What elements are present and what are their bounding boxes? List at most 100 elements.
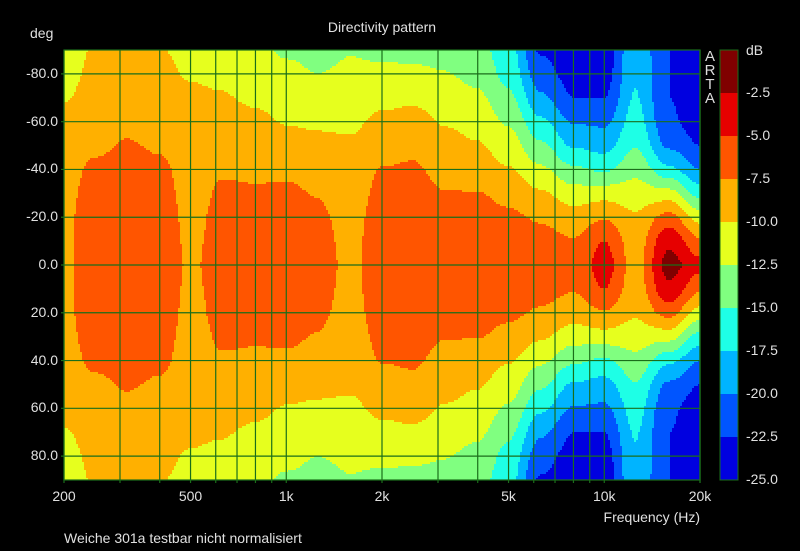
heatmap-cell xyxy=(182,252,202,254)
colorbar-swatch xyxy=(720,179,738,222)
heatmap-cell xyxy=(644,120,656,122)
heatmap-cell xyxy=(692,364,700,366)
heatmap-cell xyxy=(470,138,518,140)
heatmap-cell xyxy=(612,78,622,80)
heatmap-cell xyxy=(648,392,660,394)
heatmap-cell xyxy=(658,292,682,294)
heatmap-cell xyxy=(654,110,676,112)
heatmap-cell xyxy=(570,164,618,166)
heatmap-cell xyxy=(78,336,176,338)
heatmap-cell xyxy=(632,380,638,382)
heatmap-cell xyxy=(650,384,662,386)
heatmap-cell xyxy=(554,104,618,106)
heatmap-cell xyxy=(692,194,700,196)
heatmap-cell xyxy=(174,342,214,344)
heatmap-cell xyxy=(556,298,584,300)
heatmap-cell xyxy=(308,68,330,70)
heatmap-cell xyxy=(86,470,172,472)
heatmap-cell xyxy=(484,436,512,438)
heatmap-cell xyxy=(366,320,514,322)
heatmap-cell xyxy=(556,374,626,376)
heatmap-cell xyxy=(570,146,614,148)
heatmap-cell xyxy=(86,58,172,60)
heatmap-cell xyxy=(114,382,144,384)
heatmap-cell xyxy=(516,132,530,134)
heatmap-cell xyxy=(330,310,364,312)
heatmap-cell xyxy=(486,146,522,148)
heatmap-cell xyxy=(118,386,138,388)
heatmap-cell xyxy=(82,352,172,354)
heatmap-cell xyxy=(652,438,670,440)
heatmap-cell xyxy=(182,274,202,276)
heatmap-cell xyxy=(538,52,614,54)
heatmap-cell xyxy=(170,54,278,56)
heatmap-cell xyxy=(696,196,700,198)
heatmap-cell xyxy=(364,226,550,228)
heatmap-cell xyxy=(210,326,324,328)
heatmap-cell xyxy=(566,162,620,164)
heatmap-cell xyxy=(666,278,672,280)
heatmap-cell xyxy=(490,150,524,152)
heatmap-cell xyxy=(576,236,622,238)
heatmap-cell xyxy=(626,272,644,274)
heatmap-cell xyxy=(596,248,610,250)
heatmap-cell xyxy=(544,92,568,94)
heatmap-cell xyxy=(180,228,206,230)
heatmap-cell xyxy=(362,282,598,284)
heatmap-cell xyxy=(638,436,652,438)
heatmap-cell xyxy=(202,274,336,276)
heatmap-cell xyxy=(680,406,700,408)
heatmap-cell xyxy=(68,428,238,430)
heatmap-cell xyxy=(86,164,170,166)
heatmap-cell xyxy=(542,364,570,366)
heatmap-cell xyxy=(302,340,370,342)
heatmap-cell xyxy=(430,66,496,68)
heatmap-cell xyxy=(162,154,492,156)
heatmap-cell xyxy=(552,194,680,196)
heatmap-cell xyxy=(308,336,370,338)
heatmap-cell xyxy=(648,136,660,138)
heatmap-cell xyxy=(64,232,74,234)
heatmap-cell xyxy=(336,242,362,244)
heatmap-cell xyxy=(614,146,652,148)
heatmap-cell xyxy=(530,310,654,312)
heatmap-cell xyxy=(608,436,620,438)
heatmap-cell xyxy=(660,160,688,162)
heatmap-cell xyxy=(364,230,556,232)
heatmap-cell xyxy=(64,404,284,406)
heatmap-cell xyxy=(656,126,682,128)
heatmap-cell xyxy=(400,366,418,368)
heatmap-cell xyxy=(614,116,626,118)
heatmap-cell xyxy=(176,200,210,202)
heatmap-cell xyxy=(310,334,370,336)
heatmap-cell xyxy=(660,140,692,142)
heatmap-cell xyxy=(630,424,642,426)
heatmap-cell xyxy=(362,280,596,282)
heatmap-cell xyxy=(178,220,206,222)
heatmap-cell xyxy=(670,434,700,436)
heatmap-cell xyxy=(662,230,676,232)
heatmap-cell xyxy=(172,176,374,178)
heatmap-cell xyxy=(612,252,624,254)
heatmap-cell xyxy=(64,402,298,404)
heatmap-cell xyxy=(188,80,462,82)
heatmap-cell xyxy=(64,260,74,262)
heatmap-cell xyxy=(512,128,528,130)
heatmap-cell xyxy=(280,472,346,474)
heatmap-cell xyxy=(480,388,520,390)
heatmap-cell xyxy=(664,272,678,274)
heatmap-cell xyxy=(288,58,344,60)
heatmap-cell xyxy=(178,206,208,208)
heatmap-cell xyxy=(620,324,648,326)
heatmap-cell xyxy=(426,110,494,112)
colorbar-tick-label: -10.0 xyxy=(746,213,778,229)
heatmap-cell xyxy=(670,78,700,80)
heatmap-cell xyxy=(522,116,542,118)
heatmap-cell xyxy=(644,282,654,284)
heatmap-cell xyxy=(688,214,700,216)
heatmap-cell xyxy=(654,410,678,412)
heatmap-cell xyxy=(172,470,288,472)
heatmap-cell xyxy=(610,278,624,280)
heatmap-cell xyxy=(654,412,678,414)
heatmap-cell xyxy=(628,416,642,418)
